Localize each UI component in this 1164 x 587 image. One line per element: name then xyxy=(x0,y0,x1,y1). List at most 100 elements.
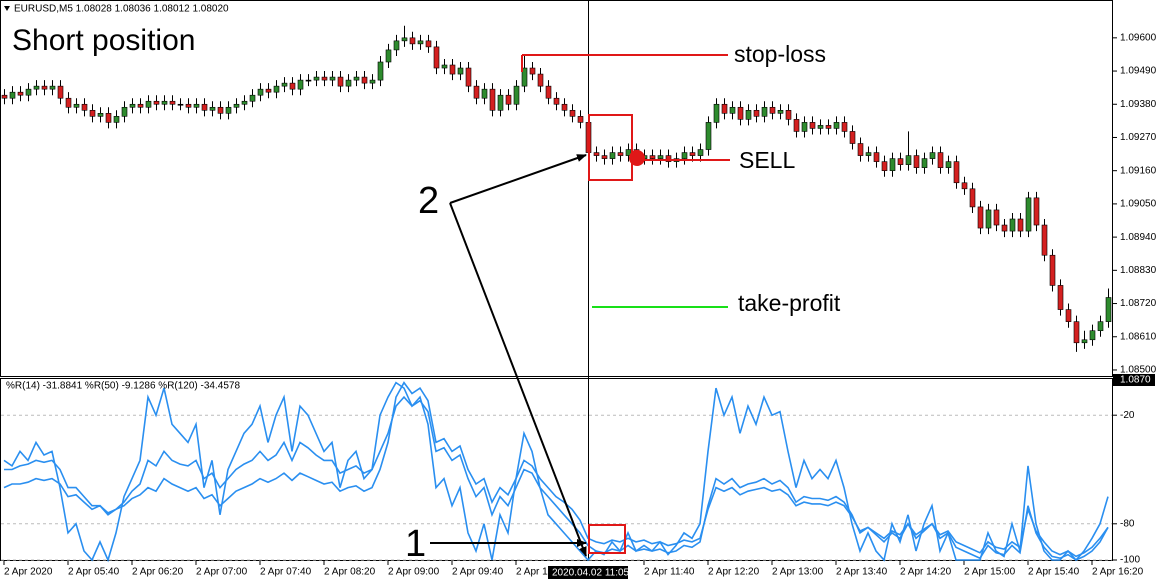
candle-body xyxy=(937,152,944,168)
candle-body xyxy=(809,122,816,129)
y-tick-label: 1.08610 xyxy=(1120,331,1157,342)
x-tick-label: 2 Apr 12:20 xyxy=(708,567,760,578)
candle-body xyxy=(129,103,136,108)
candle-body xyxy=(113,116,120,123)
candle-body xyxy=(865,152,872,156)
candle-body xyxy=(769,106,776,114)
y-tick-label: 1.09160 xyxy=(1120,165,1157,176)
candle-body xyxy=(321,76,328,81)
candle-body xyxy=(281,82,288,87)
indicator-line xyxy=(3,381,1109,563)
candle-body xyxy=(1033,197,1040,226)
x-tick-label: 2 Apr 15:00 xyxy=(964,567,1016,578)
candle-body xyxy=(433,46,440,69)
candle-body xyxy=(361,76,368,84)
candle-body xyxy=(305,79,312,82)
candle-body xyxy=(265,88,272,93)
candle-body xyxy=(745,109,752,120)
candle-body xyxy=(145,100,152,108)
candle-body xyxy=(753,109,760,117)
candle-body xyxy=(393,40,400,51)
candle-body xyxy=(609,152,616,159)
candle-body xyxy=(177,103,184,106)
candle-body xyxy=(561,103,568,111)
candle-body xyxy=(353,76,360,81)
candle-body xyxy=(505,94,512,105)
highlight-box xyxy=(588,524,626,554)
candle-body xyxy=(153,100,160,105)
candle-body xyxy=(17,91,24,96)
candle-body xyxy=(449,64,456,75)
arrow xyxy=(449,154,587,204)
candle-body xyxy=(729,106,736,114)
x-tick-label: 2 Apr 15:40 xyxy=(1028,567,1080,578)
candle-body xyxy=(553,97,560,105)
candle-body xyxy=(489,88,496,111)
cursor-label-box xyxy=(548,566,628,579)
candle-body xyxy=(833,122,840,129)
candle-body xyxy=(897,158,904,165)
candle-body xyxy=(841,122,848,132)
candle-body xyxy=(1001,224,1008,232)
candle-body xyxy=(681,152,688,159)
annotation: 2 xyxy=(418,180,439,222)
candle-body xyxy=(473,85,480,99)
candle-body xyxy=(929,152,936,159)
candle-body xyxy=(961,182,968,190)
candle-body xyxy=(193,103,200,108)
candle-body xyxy=(521,67,528,87)
x-tick-label: 2 Apr 05:40 xyxy=(68,567,120,578)
x-tick-label: 2 Apr 16:20 xyxy=(1092,567,1144,578)
y-tick-label: 1.09600 xyxy=(1120,32,1157,43)
candle-body xyxy=(249,94,256,102)
y-tick-label: 1.08830 xyxy=(1120,265,1157,276)
candle-body xyxy=(169,100,176,105)
candle-body xyxy=(761,106,768,117)
candle-body xyxy=(697,149,704,156)
candle-body xyxy=(1057,285,1064,310)
y-tick-label: -20 xyxy=(1120,410,1135,421)
candle-body xyxy=(57,85,64,99)
candle-body xyxy=(1097,321,1104,332)
candle-body xyxy=(329,76,336,81)
candle-body xyxy=(49,85,56,90)
arrow xyxy=(449,202,587,557)
candle-body xyxy=(369,79,376,84)
candle-body xyxy=(873,152,880,162)
y-tick-label: -80 xyxy=(1120,518,1135,529)
candle-body xyxy=(217,106,224,114)
candle-body xyxy=(313,76,320,81)
last-price-label: 1.0870 xyxy=(1120,375,1151,386)
x-tick-label: 2 Apr 10:20 xyxy=(516,567,568,578)
candle-body xyxy=(817,125,824,129)
candle-body xyxy=(337,76,344,87)
candle-body xyxy=(225,106,232,114)
x-tick-label: 2 Apr 11:40 xyxy=(644,567,695,578)
annotation: 1 xyxy=(405,523,426,565)
indicator-line xyxy=(3,381,1109,558)
candle-body xyxy=(1065,309,1072,322)
candle-body xyxy=(457,67,464,75)
candle-body xyxy=(409,37,416,45)
candle-body xyxy=(1009,218,1016,232)
candle-body xyxy=(705,122,712,150)
x-tick-label: 2 Apr 07:00 xyxy=(196,567,248,578)
candle-body xyxy=(721,103,728,114)
candle-body xyxy=(1089,330,1096,341)
candle-body xyxy=(849,131,856,144)
candle-body xyxy=(881,161,888,171)
candle-body xyxy=(593,152,600,156)
candle-body xyxy=(385,49,392,63)
candle-body xyxy=(297,79,304,90)
highlight-box xyxy=(588,114,633,181)
candle-body xyxy=(481,88,488,99)
candle-body xyxy=(713,103,720,123)
candle-body xyxy=(993,209,1000,226)
y-tick-label: 1.09050 xyxy=(1120,199,1157,210)
y-tick-label: 1.09490 xyxy=(1120,66,1157,77)
candle-body xyxy=(73,103,80,108)
candle-body xyxy=(969,188,976,208)
candle-body xyxy=(137,103,144,108)
